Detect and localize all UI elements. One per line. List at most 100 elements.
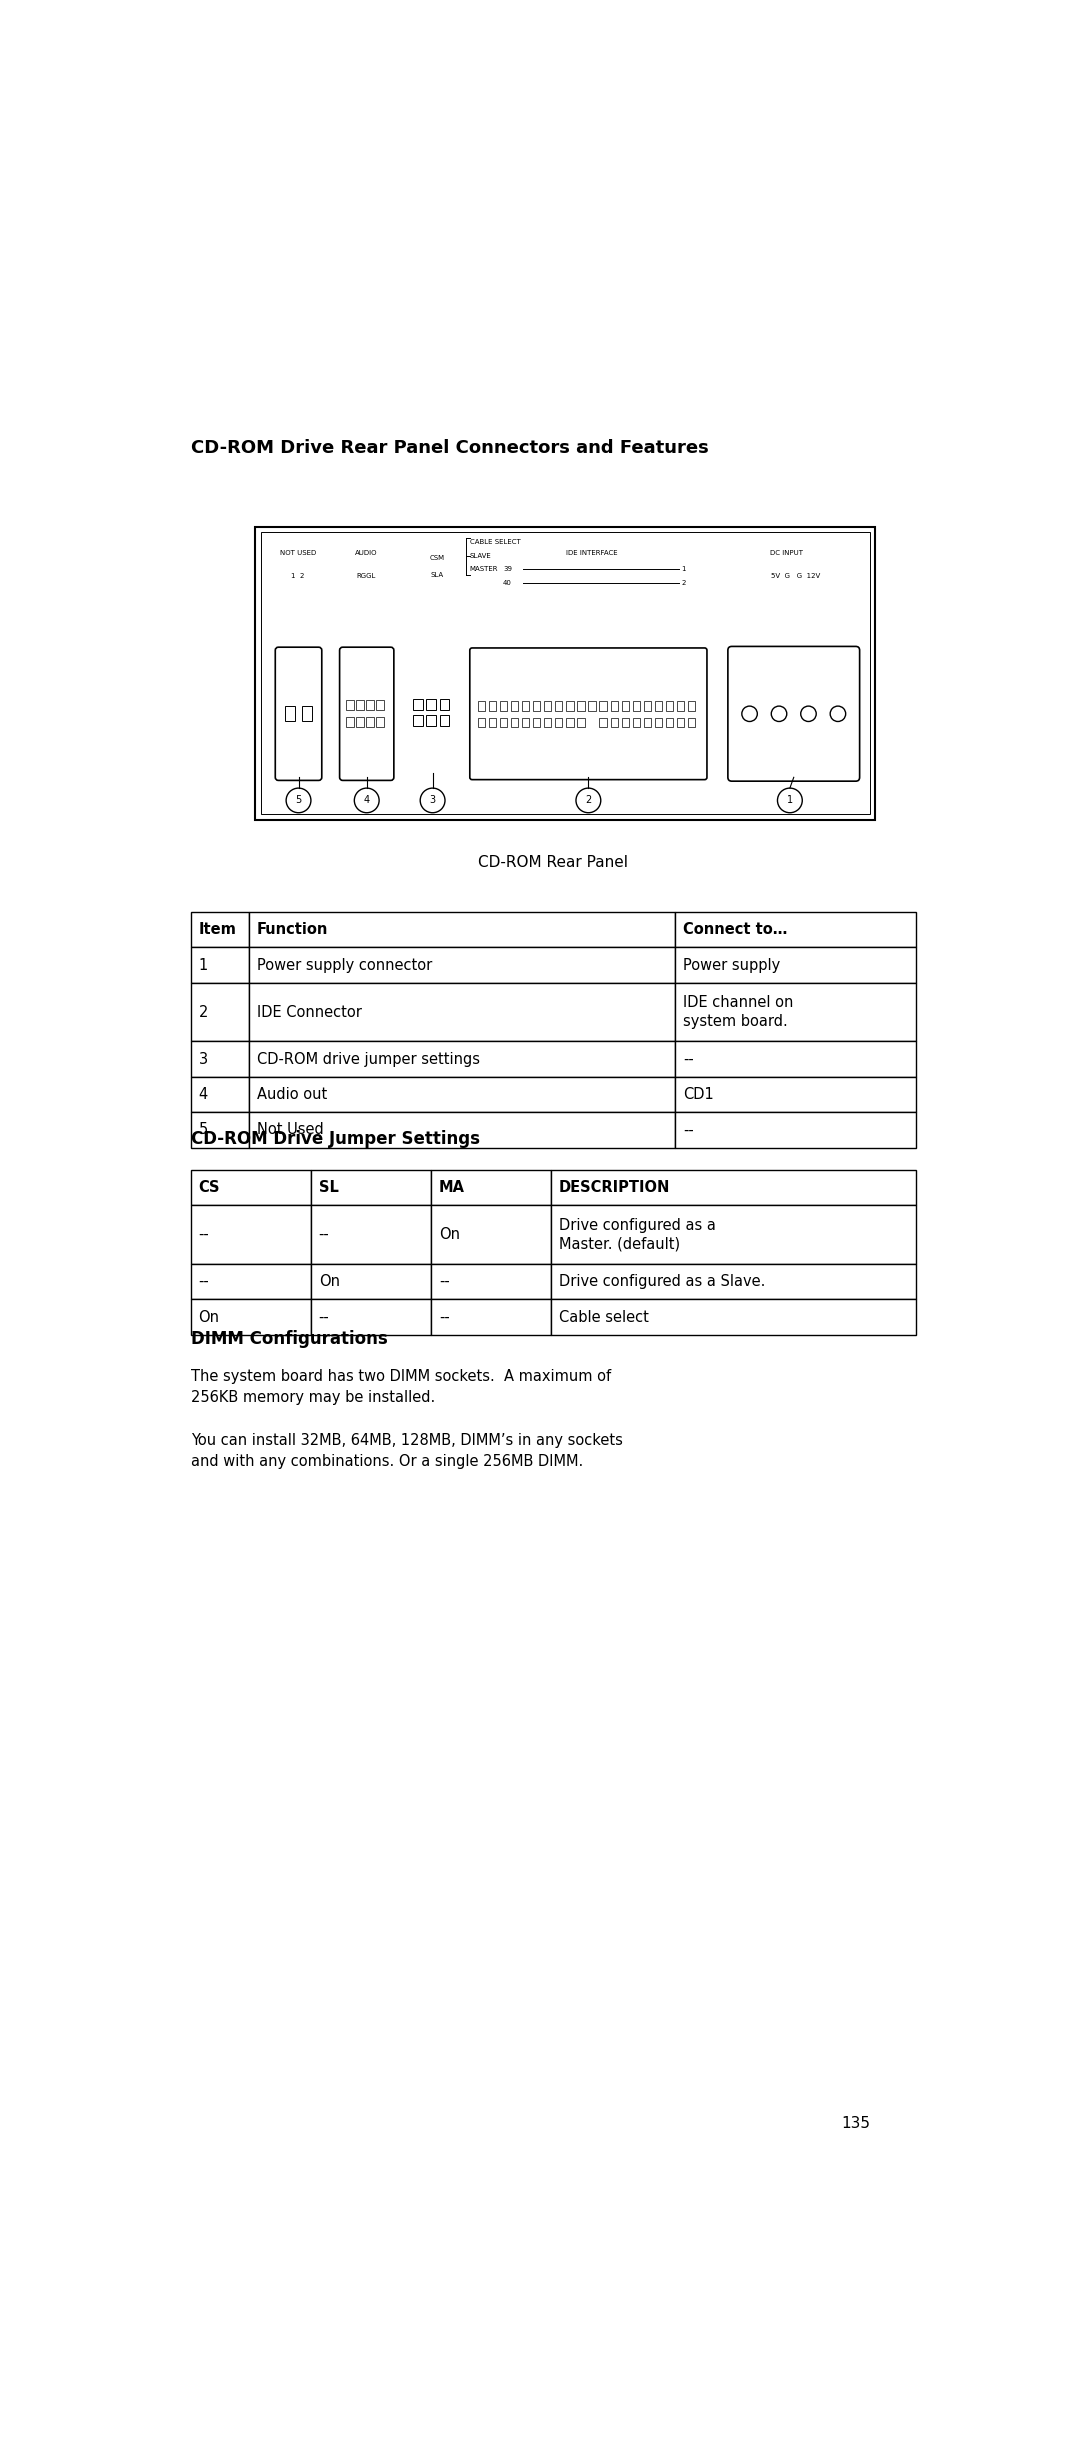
Bar (675, 1040, 916, 1077)
Bar (688, 717, 696, 727)
Text: Item: Item (199, 923, 237, 938)
Bar (346, 717, 353, 727)
Text: --: -- (438, 1310, 449, 1324)
Bar (311, 1300, 431, 1334)
Bar (191, 984, 248, 1040)
Bar (191, 1040, 248, 1077)
Bar (260, 534, 869, 815)
Bar (431, 1204, 551, 1263)
Bar (477, 717, 485, 727)
Bar (599, 703, 607, 710)
Bar (477, 703, 485, 710)
Text: Power supply connector: Power supply connector (257, 957, 432, 972)
Text: AUDIO: AUDIO (354, 551, 377, 556)
Bar (366, 700, 374, 710)
Text: SLAVE: SLAVE (470, 553, 491, 558)
Text: --: -- (319, 1226, 329, 1241)
Text: --: -- (438, 1273, 449, 1290)
Text: You can install 32MB, 64MB, 128MB, DIMM’s in any sockets
and with any combinatio: You can install 32MB, 64MB, 128MB, DIMM’… (191, 1435, 623, 1469)
Bar (675, 947, 916, 984)
Text: DIMM Configurations: DIMM Configurations (191, 1329, 388, 1349)
FancyBboxPatch shape (470, 649, 707, 778)
Bar (610, 717, 618, 727)
Bar (248, 1077, 675, 1111)
Bar (248, 1040, 675, 1077)
Text: 2: 2 (199, 1004, 208, 1021)
Text: CSM: CSM (430, 556, 445, 561)
Bar (644, 717, 651, 727)
Bar (654, 703, 662, 710)
Bar (255, 526, 875, 820)
Text: CD-ROM drive jumper settings: CD-ROM drive jumper settings (257, 1053, 480, 1067)
Bar (366, 717, 374, 727)
Text: DESCRIPTION: DESCRIPTION (559, 1180, 671, 1195)
Bar (248, 947, 675, 984)
Bar (410, 654, 455, 774)
Text: CABLE SELECT: CABLE SELECT (470, 539, 521, 546)
Text: Connect to…: Connect to… (683, 923, 787, 938)
Text: Drive configured as a
Master. (default): Drive configured as a Master. (default) (559, 1217, 716, 1251)
Bar (311, 1204, 431, 1263)
Text: 1: 1 (681, 565, 686, 573)
Bar (666, 703, 673, 710)
Bar (427, 715, 435, 727)
Bar (431, 1300, 551, 1334)
Bar (622, 703, 629, 710)
Bar (488, 703, 496, 710)
Bar (191, 947, 248, 984)
Bar (578, 717, 584, 727)
Bar (511, 717, 518, 727)
Text: 39: 39 (503, 565, 512, 573)
Bar (488, 717, 496, 727)
Bar (356, 700, 364, 710)
Bar (555, 717, 563, 727)
Bar (566, 703, 573, 710)
Bar (675, 1077, 916, 1111)
Text: MA: MA (438, 1180, 464, 1195)
Text: Function: Function (257, 923, 328, 938)
Text: SLA: SLA (431, 573, 444, 578)
Text: --: -- (199, 1273, 210, 1290)
Bar (688, 703, 696, 710)
Bar (301, 705, 312, 722)
Bar (654, 717, 662, 727)
Text: 5: 5 (296, 796, 301, 805)
Bar (551, 1263, 916, 1300)
Text: --: -- (683, 1124, 693, 1138)
Text: --: -- (683, 1053, 693, 1067)
Text: SL: SL (319, 1180, 338, 1195)
Bar (544, 717, 552, 727)
Text: On: On (199, 1310, 219, 1324)
Bar (633, 717, 640, 727)
Text: 2: 2 (585, 796, 592, 805)
Bar (248, 984, 675, 1040)
Text: 3: 3 (199, 1053, 207, 1067)
Text: 4: 4 (364, 796, 369, 805)
Bar (511, 703, 518, 710)
Text: 135: 135 (841, 2115, 870, 2130)
Text: CD-ROM Drive Jumper Settings: CD-ROM Drive Jumper Settings (191, 1131, 480, 1148)
Text: MASTER: MASTER (470, 565, 498, 573)
Bar (191, 1300, 311, 1334)
Text: --: -- (199, 1226, 210, 1241)
Text: CD-ROM Drive Rear Panel Connectors and Features: CD-ROM Drive Rear Panel Connectors and F… (191, 438, 708, 458)
Bar (431, 1263, 551, 1300)
Bar (532, 717, 540, 727)
Text: 1  2: 1 2 (292, 573, 305, 580)
Bar (191, 1077, 248, 1111)
Bar (500, 717, 508, 727)
Text: 4: 4 (199, 1087, 207, 1102)
Text: CD1: CD1 (683, 1087, 714, 1102)
Text: IDE Connector: IDE Connector (257, 1004, 362, 1021)
Bar (427, 700, 435, 710)
Text: On: On (319, 1273, 340, 1290)
Bar (610, 703, 618, 710)
Text: 40: 40 (503, 580, 512, 585)
Text: Not Used: Not Used (257, 1124, 323, 1138)
Text: Cable select: Cable select (559, 1310, 649, 1324)
Bar (440, 715, 449, 727)
Bar (284, 705, 296, 722)
Bar (248, 913, 675, 947)
Bar (311, 1263, 431, 1300)
Bar (248, 1111, 675, 1148)
